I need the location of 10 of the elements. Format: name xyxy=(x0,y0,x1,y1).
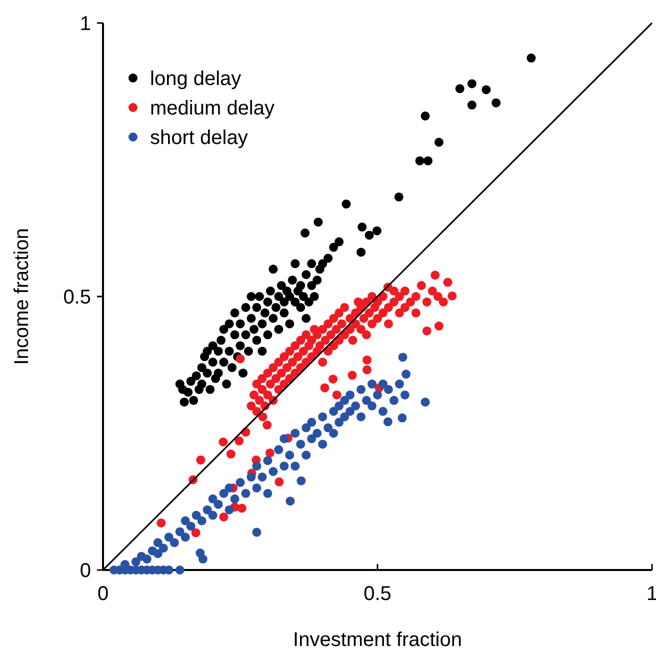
y-tick-label: 0.5 xyxy=(63,286,91,308)
legend-label: short delay xyxy=(150,127,248,149)
x-tick-label: 0.5 xyxy=(364,583,392,605)
legend-label: medium delay xyxy=(150,98,275,120)
y-axis-title: Income fraction xyxy=(11,228,33,365)
x-axis-title: Investment fraction xyxy=(293,629,462,651)
y-tick-label: 0 xyxy=(80,560,91,582)
x-tick-label: 0 xyxy=(97,583,109,605)
y-tick-label: 1 xyxy=(80,13,91,35)
legend-label: long delay xyxy=(150,68,242,90)
